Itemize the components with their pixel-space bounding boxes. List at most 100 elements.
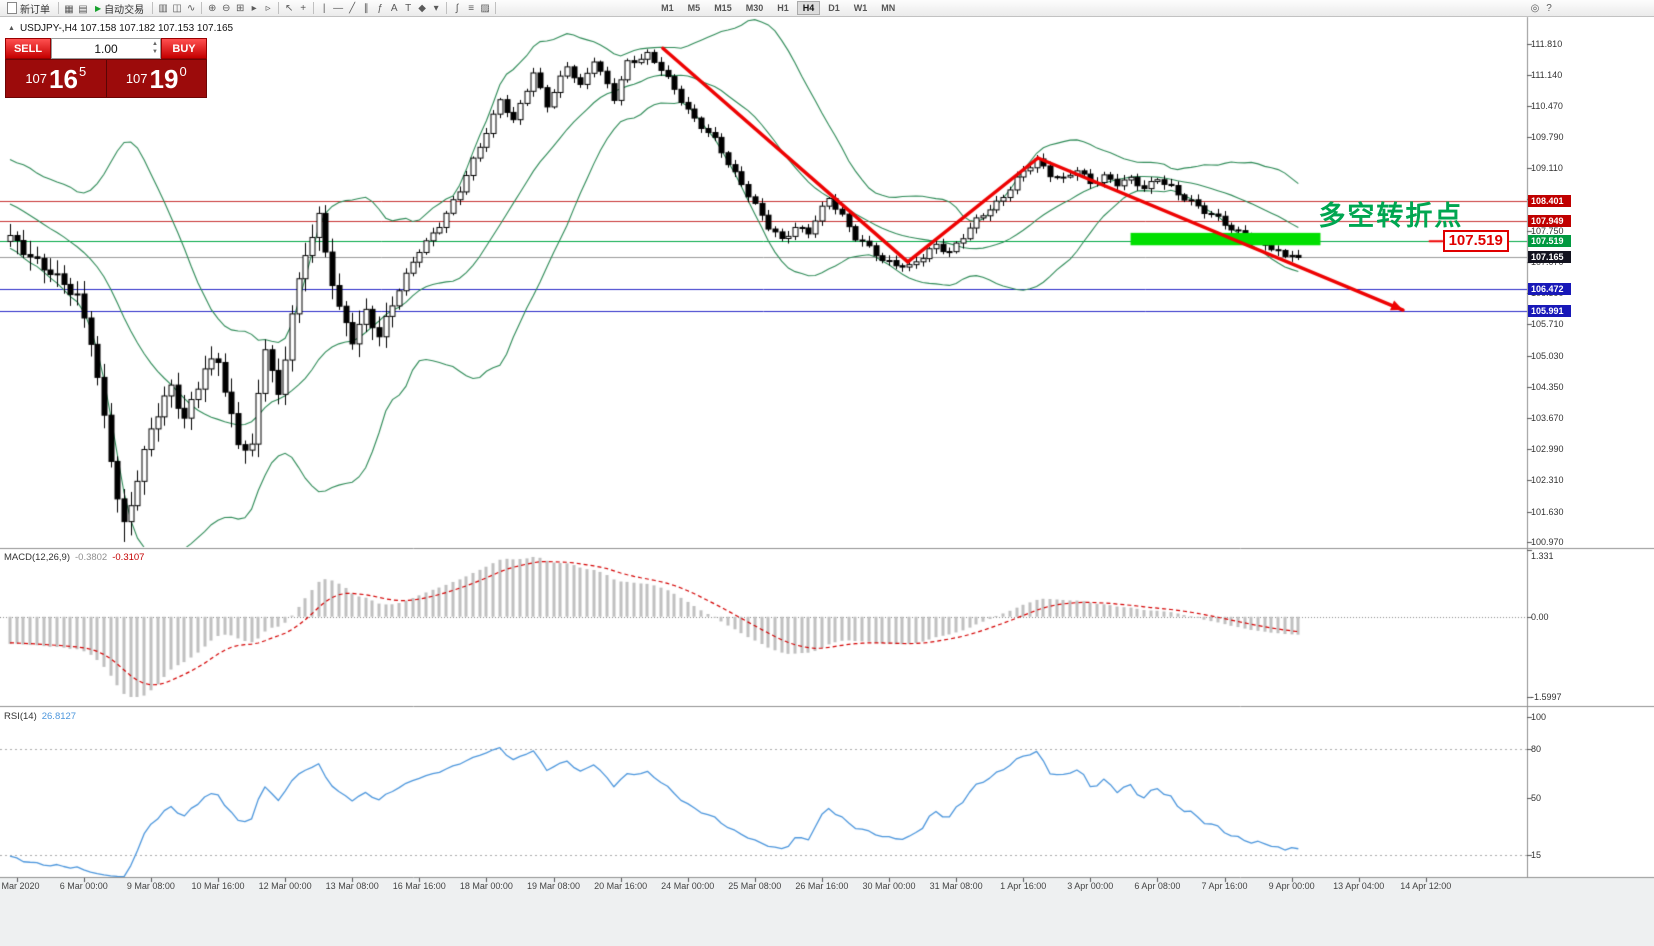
charts-icon[interactable]: ▦ <box>64 4 74 15</box>
time-axis-label: 18 Mar 00:00 <box>459 881 513 891</box>
toolbar-group-windows: ▦ ▤ <box>62 0 90 17</box>
rsi-scale-tick: 80 <box>1531 744 1542 755</box>
buy-price-big: 107 <box>125 71 148 86</box>
timeframe-button-h1[interactable]: H1 <box>777 3 789 13</box>
timeframe-button-w1[interactable]: W1 <box>853 3 868 13</box>
price-level-label[interactable]: 108.401 <box>1528 194 1571 207</box>
arrows-icon[interactable]: ◆ <box>418 2 426 14</box>
price-scale-tick: 105.710 <box>1531 319 1564 330</box>
price-level-label[interactable]: 107.519 <box>1528 235 1571 248</box>
macd-value-main: -0.3802 <box>75 552 108 563</box>
toolbar-separator <box>495 2 497 14</box>
price-scale-tick: 102.310 <box>1531 475 1564 486</box>
trendline-icon[interactable]: ╱ <box>349 2 356 14</box>
horizontal-line-icon[interactable]: ― <box>333 2 344 14</box>
buy-button[interactable]: BUY <box>161 38 207 59</box>
toolbar: 新订单 ▦ ▤ ▶ 自动交易 ▥ ◫ ∿ ⊕ ⊖ ⊞ ▸ ▹ ↖ + | ― ╱ ∥ ƒ A T ◆ ▾ ∫ ≡ ▨ M1 … <box>0 0 1654 17</box>
toolbar-group-right: ◎? <box>1528 1 1556 16</box>
vertical-line-icon[interactable]: | <box>322 2 326 14</box>
macd-name: MACD(12,26,9) <box>4 552 70 563</box>
new-order-label: 新订单 <box>20 4 50 16</box>
cursor-icon[interactable]: ↖ <box>284 2 294 14</box>
time-axis-label: 31 Mar 08:00 <box>929 881 983 891</box>
timeframe-button-m5[interactable]: M5 <box>687 3 701 13</box>
new-order-icon <box>7 2 17 14</box>
candlestick-icon[interactable]: ◫ <box>172 2 182 14</box>
timeframe-toolbar: M1 M5 M15 M30 H1 H4 D1 W1 MN <box>655 1 901 15</box>
macd-scale-tick: 1.331 <box>1531 551 1554 561</box>
zoom-out-icon[interactable]: ⊖ <box>221 2 231 14</box>
fibonacci-icon[interactable]: ƒ <box>377 2 383 14</box>
sell-button[interactable]: SELL <box>5 38 51 59</box>
rsi-scale-tick: 100 <box>1531 712 1547 722</box>
spin-down-icon[interactable]: ▼ <box>152 49 158 55</box>
timeframe-button-mn[interactable]: MN <box>881 3 896 13</box>
price-scale-tick: 101.630 <box>1531 506 1564 517</box>
new-order-button[interactable]: 新订单 <box>2 1 55 16</box>
search-icon[interactable]: ◎ <box>1530 2 1540 14</box>
sell-price-pips: 16 <box>49 63 78 94</box>
bar-chart-icon[interactable]: ▥ <box>158 2 168 14</box>
timeframe-button-m30[interactable]: M30 <box>745 3 764 13</box>
time-axis-label: 3 Apr 00:00 <box>1067 881 1114 891</box>
price-scale-tick: 109.110 <box>1531 163 1563 174</box>
price-scale-tick: 110.470 <box>1531 100 1563 111</box>
time-axis-label: 6 Apr 08:00 <box>1134 881 1181 891</box>
price-level-label[interactable]: 105.991 <box>1528 305 1571 318</box>
sell-price[interactable]: 107 16 5 <box>6 60 106 97</box>
rsi-value: 26.8127 <box>41 711 77 722</box>
price-level-label[interactable]: 107.949 <box>1528 215 1571 228</box>
toolbar-separator <box>58 2 59 14</box>
autotrade-button[interactable]: ▶ 自动交易 <box>90 1 149 16</box>
toolbar-separator <box>313 2 315 14</box>
time-axis-label: 10 Mar 16:00 <box>191 881 245 891</box>
chart-shift-icon[interactable]: ▹ <box>265 2 271 14</box>
macd-value-signal: -0.3107 <box>112 552 145 563</box>
rsi-scale-tick: 50 <box>1531 793 1542 803</box>
sell-price-big: 107 <box>25 71 48 86</box>
buy-price[interactable]: 107 19 0 <box>107 60 207 97</box>
time-axis-label: 13 Mar 08:00 <box>325 881 379 891</box>
indicator-list-icon[interactable]: ≡ <box>468 2 475 14</box>
timeframe-button-m15[interactable]: M15 <box>714 3 732 13</box>
price-scale-tick: 102.990 <box>1531 444 1564 455</box>
time-axis-label: 4 Mar 2020 <box>0 881 40 891</box>
volume-spinner[interactable]: ▲ ▼ <box>152 40 158 56</box>
rsi-scale-tick: 15 <box>1531 849 1542 860</box>
price-divider <box>105 60 107 97</box>
tile-windows-icon[interactable]: ⊞ <box>235 2 245 14</box>
equidistant-channel-icon[interactable]: ∥ <box>363 2 369 14</box>
shapes-dropdown-icon[interactable]: ▾ <box>433 2 439 14</box>
time-axis-label: 9 Mar 08:00 <box>126 881 175 891</box>
profiles-icon[interactable]: ▤ <box>78 4 88 15</box>
volume-input[interactable]: 1.00 ▲ ▼ <box>51 38 161 59</box>
time-axis-label: 20 Mar 16:00 <box>594 881 648 891</box>
line-chart-icon[interactable]: ∿ <box>186 2 196 14</box>
time-axis-label: 24 Mar 00:00 <box>661 881 715 891</box>
turning-point-annotation[interactable]: 多空转折点 <box>1318 200 1464 231</box>
current-price-label[interactable]: 107.165 <box>1528 251 1571 264</box>
price-scale-tick: 105.030 <box>1531 350 1564 361</box>
auto-scroll-icon[interactable]: ▸ <box>251 2 257 14</box>
timeframe-button-h4[interactable]: H4 <box>796 1 821 15</box>
price-callout-box[interactable]: 107.519 <box>1442 230 1509 253</box>
one-click-toggle-icon[interactable]: ▲ <box>8 25 15 32</box>
time-axis-label: 19 Mar 08:00 <box>526 881 581 891</box>
zoom-in-icon[interactable]: ⊕ <box>207 2 217 14</box>
timeframe-button-d1[interactable]: D1 <box>828 3 840 13</box>
timeframe-button-m1[interactable]: M1 <box>661 3 674 13</box>
help-icon[interactable]: ? <box>1546 2 1552 14</box>
templates-icon[interactable]: ▨ <box>480 2 490 14</box>
price-scale-tick: 107.750 <box>1531 225 1564 236</box>
spin-up-icon[interactable]: ▲ <box>152 41 158 47</box>
text-icon[interactable]: A <box>390 2 398 14</box>
text-label-icon[interactable]: T <box>405 2 412 14</box>
sell-price-sup: 5 <box>78 64 87 79</box>
volume-value: 1.00 <box>94 41 118 56</box>
autotrade-play-icon: ▶ <box>95 3 102 13</box>
time-axis-label: 9 Apr 00:00 <box>1268 881 1315 891</box>
price-level-label[interactable]: 106.472 <box>1528 283 1571 296</box>
indicators-icon[interactable]: ∫ <box>455 2 459 14</box>
crosshair-icon[interactable]: + <box>300 2 307 14</box>
